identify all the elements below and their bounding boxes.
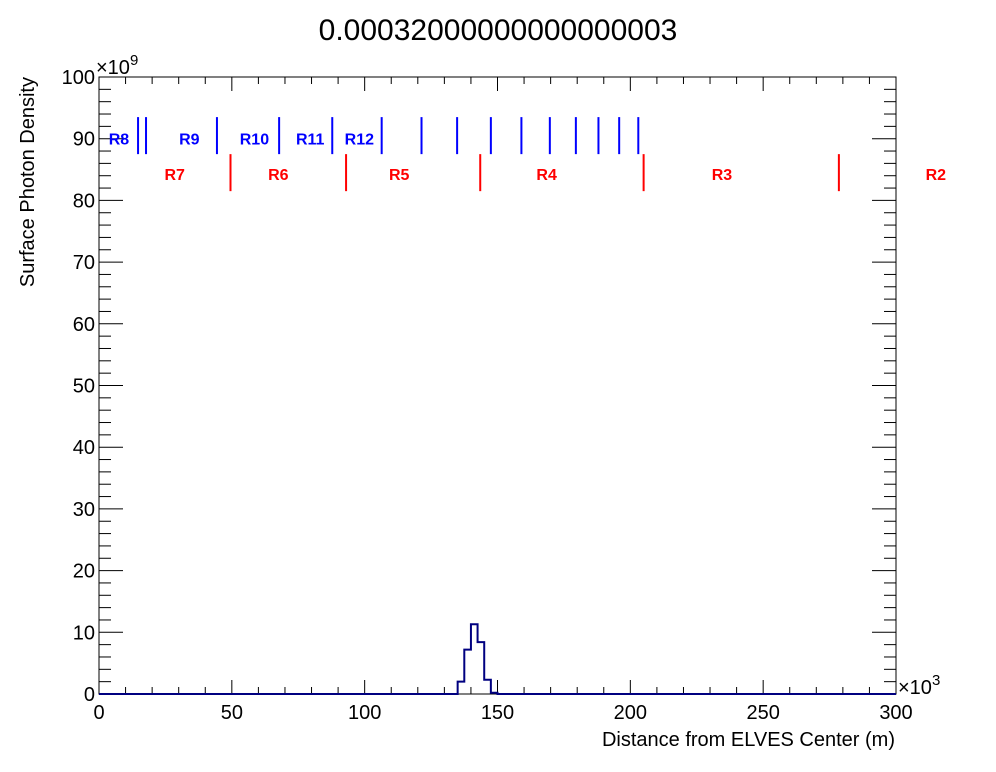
x-axis-tick-labels: 0 50 100 150 200 250 300 (93, 702, 912, 724)
x-tick-label: 250 (746, 702, 779, 724)
x-tick-label: 300 (879, 702, 912, 724)
y-tick-label: 50 (73, 376, 95, 398)
y-tick-label: 90 (73, 129, 95, 151)
ring-label-r4: R4 (536, 167, 557, 184)
y-multiplier-base: ×10 (96, 57, 130, 79)
red-ring-markers (231, 154, 839, 191)
blue-ring-labels: R8 R9 R10 R11 R12 (109, 132, 374, 149)
y-axis-tick-labels: 0 10 20 30 40 50 60 70 80 90 100 (62, 67, 95, 706)
y-tick-label: 100 (62, 67, 95, 89)
y-tick-label: 30 (73, 499, 95, 521)
ring-label-r10: R10 (240, 132, 269, 149)
ring-label-r3: R3 (712, 167, 733, 184)
y-axis-multiplier: ×109 (96, 52, 138, 79)
ring-label-r2: R2 (926, 167, 947, 184)
x-tick-label: 100 (348, 702, 381, 724)
y-tick-label: 70 (73, 252, 95, 274)
plot-frame-group (99, 77, 896, 694)
x-tick-label: 0 (93, 702, 104, 724)
ring-label-r8: R8 (109, 132, 130, 149)
x-axis-ticks (99, 77, 896, 694)
y-tick-label: 40 (73, 437, 95, 459)
y-multiplier-exponent: 9 (130, 52, 138, 69)
ring-label-r5: R5 (389, 167, 410, 184)
ring-label-r12: R12 (345, 132, 374, 149)
y-tick-label: 60 (73, 314, 95, 336)
x-axis-multiplier: ×103 (898, 672, 940, 699)
x-multiplier-exponent: 3 (932, 672, 940, 689)
y-tick-label: 80 (73, 190, 95, 212)
chart-title: 0.00032000000000000003 (319, 14, 678, 47)
y-tick-label: 10 (73, 622, 95, 644)
plot-frame (99, 77, 896, 694)
y-tick-label: 20 (73, 561, 95, 583)
x-axis-label: Distance from ELVES Center (m) (602, 729, 895, 751)
x-tick-label: 200 (614, 702, 647, 724)
x-multiplier-base: ×10 (898, 677, 932, 699)
x-tick-label: 50 (221, 702, 243, 724)
blue-ring-markers (138, 117, 638, 154)
y-axis-ticks (99, 77, 896, 694)
ring-label-r7: R7 (164, 167, 185, 184)
y-tick-label: 0 (84, 684, 95, 706)
y-axis-label: Surface Photon Density (17, 77, 39, 287)
ring-label-r6: R6 (268, 167, 289, 184)
ring-label-r9: R9 (179, 132, 200, 149)
ring-label-r11: R11 (296, 132, 325, 149)
x-tick-label: 150 (481, 702, 514, 724)
red-ring-labels: R7 R6 R5 R4 R3 R2 (164, 167, 946, 184)
